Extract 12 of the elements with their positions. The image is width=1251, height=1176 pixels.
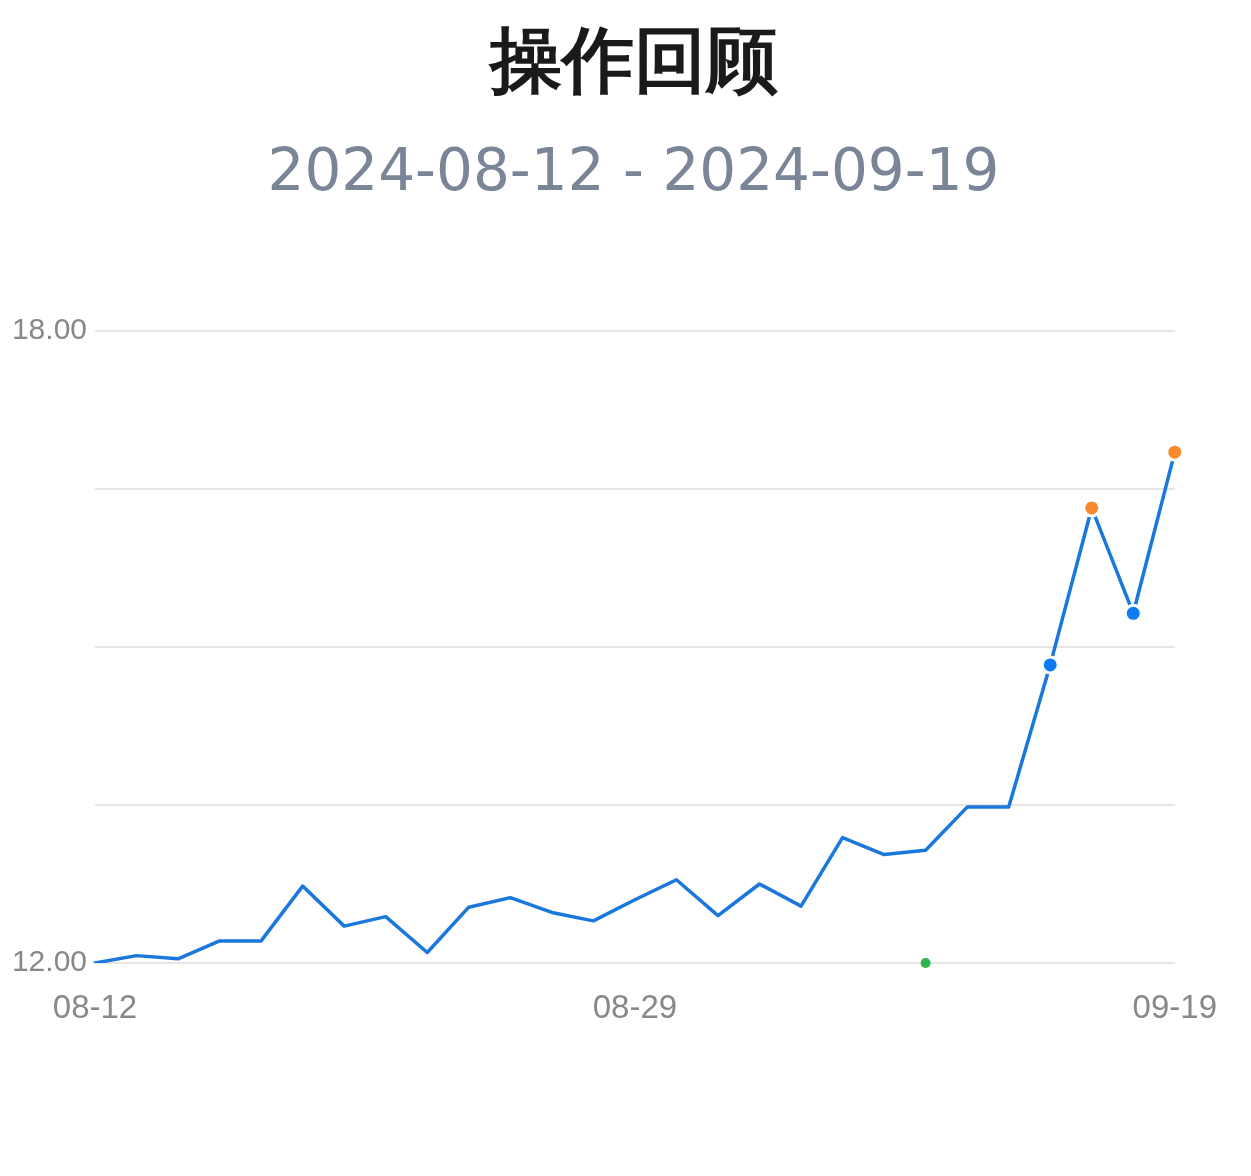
point xyxy=(1082,498,1102,518)
chart-subtitle: 2024-08-12 - 2024-09-19 xyxy=(266,135,1001,206)
chart-title: 操作回顾 xyxy=(487,17,779,104)
point xyxy=(920,958,931,968)
point xyxy=(1040,655,1060,675)
x-tick-label: 08-29 xyxy=(592,987,678,1025)
point xyxy=(1165,442,1185,462)
y-tick-label: 12.00 xyxy=(11,944,87,978)
x-tick-label: 09-19 xyxy=(1132,987,1217,1025)
x-tick-label: 08-12 xyxy=(52,987,138,1025)
y-tick-label: 18.00 xyxy=(11,312,87,346)
point xyxy=(1123,603,1143,623)
